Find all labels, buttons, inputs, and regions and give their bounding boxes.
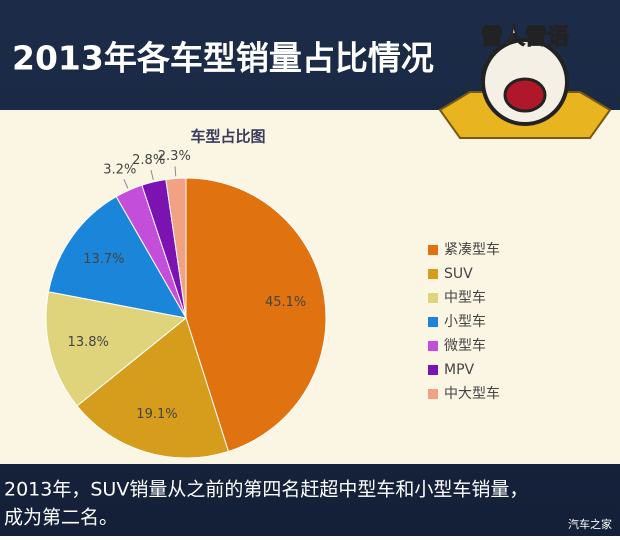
data-label: 13.8% (68, 335, 109, 350)
legend-swatch (428, 317, 438, 327)
logo: 雷人雷语 (438, 25, 612, 139)
pie-slice (47, 195, 187, 319)
legend-label: SUV (444, 266, 473, 282)
legend-swatch (428, 389, 438, 399)
pie-slice (185, 177, 327, 453)
legend-label: 小型车 (444, 313, 486, 330)
legend-label: 微型车 (444, 337, 486, 354)
caption-line: 成为第二名。 (4, 507, 118, 529)
watermark: 汽车之家 (568, 517, 612, 531)
legend-label: 紧凑型车 (444, 241, 500, 258)
legend-swatch (428, 365, 438, 375)
caption-line: 2013年，SUV销量从之前的第四名赶超中型车和小型车销量， (4, 479, 528, 501)
pie-slice (76, 317, 230, 459)
data-label: 2.8% (132, 153, 165, 168)
legend-swatch (428, 269, 438, 279)
legend-label: 中型车 (444, 289, 486, 306)
data-label: 3.2% (103, 163, 136, 178)
legend-swatch (428, 293, 438, 303)
leader-line (123, 179, 129, 189)
logo-text: 雷人雷语 (481, 25, 569, 50)
data-label: 45.1% (265, 295, 306, 310)
leader-line (150, 169, 154, 180)
legend-swatch (428, 341, 438, 351)
data-label: 13.7% (83, 252, 124, 267)
pie-slice (45, 291, 188, 407)
pie-slice (165, 177, 187, 319)
page-title: 2013年各车型销量占比情况 (12, 39, 434, 78)
leader-line (174, 166, 177, 177)
chart-title: 车型占比图 (190, 128, 265, 146)
data-label: 2.3% (158, 149, 191, 164)
legend-label: 中大型车 (444, 385, 500, 402)
pie: 45.1% 19.1% 13.8% 13.7% 3.2%2.8%2.3% (45, 149, 327, 459)
data-label: 19.1% (136, 407, 177, 422)
legend-label: MPV (444, 362, 475, 378)
legend-swatch (428, 245, 438, 255)
